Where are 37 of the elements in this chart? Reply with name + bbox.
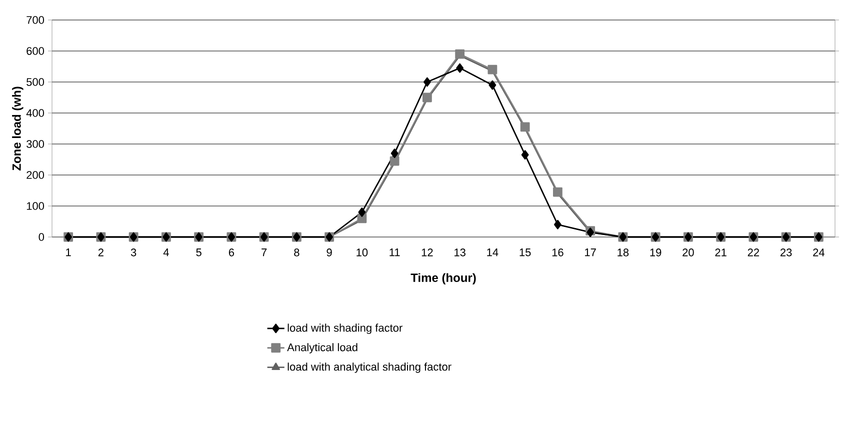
x-tick-label: 20 [682,248,694,256]
y-tick-label: 300 [26,140,44,148]
x-tick-label: 5 [196,248,202,256]
x-tick-label: 22 [748,248,760,256]
x-tick-label: 13 [454,248,466,256]
y-tick-label: 200 [26,171,44,179]
x-tick-label: 23 [780,248,792,256]
y-axis-title: Zone load (wh) [12,86,24,170]
x-tick-label: 19 [650,248,662,256]
x-tick-label: 3 [130,248,136,256]
x-tick-label: 11 [390,248,400,256]
x-tick-label: 4 [163,248,169,256]
legend-label: load with analytical shading factor [288,362,452,373]
y-tick-label: 500 [26,78,44,86]
x-tick-label: 2 [98,248,104,256]
x-tick-label: 21 [715,248,726,256]
x-tick-label: 24 [813,248,824,256]
x-tick-label: 7 [262,248,267,256]
x-tick-label: 18 [618,248,629,256]
x-tick-label: 17 [585,248,596,256]
y-tick-label: 600 [26,47,44,55]
y-tick-label: 100 [26,202,44,210]
legend-label: Analytical load [287,343,358,354]
x-tick-label: 10 [356,248,368,256]
x-axis-title: Time (hour) [410,273,476,284]
x-tick-label: 8 [294,248,300,256]
y-tick-label: 700 [26,16,44,24]
x-tick-label: 12 [422,248,433,256]
x-tick-label: 14 [487,248,498,256]
x-tick-label: 15 [520,248,531,256]
legend-label: load with shading factor [288,324,402,334]
x-tick-label: 16 [552,248,564,256]
y-tick-label: 400 [26,109,44,117]
x-tick-label: 6 [228,248,234,256]
y-tick-label: 0 [38,233,44,241]
x-tick-label: 9 [326,248,332,256]
x-tick-label: 1 [66,248,71,256]
